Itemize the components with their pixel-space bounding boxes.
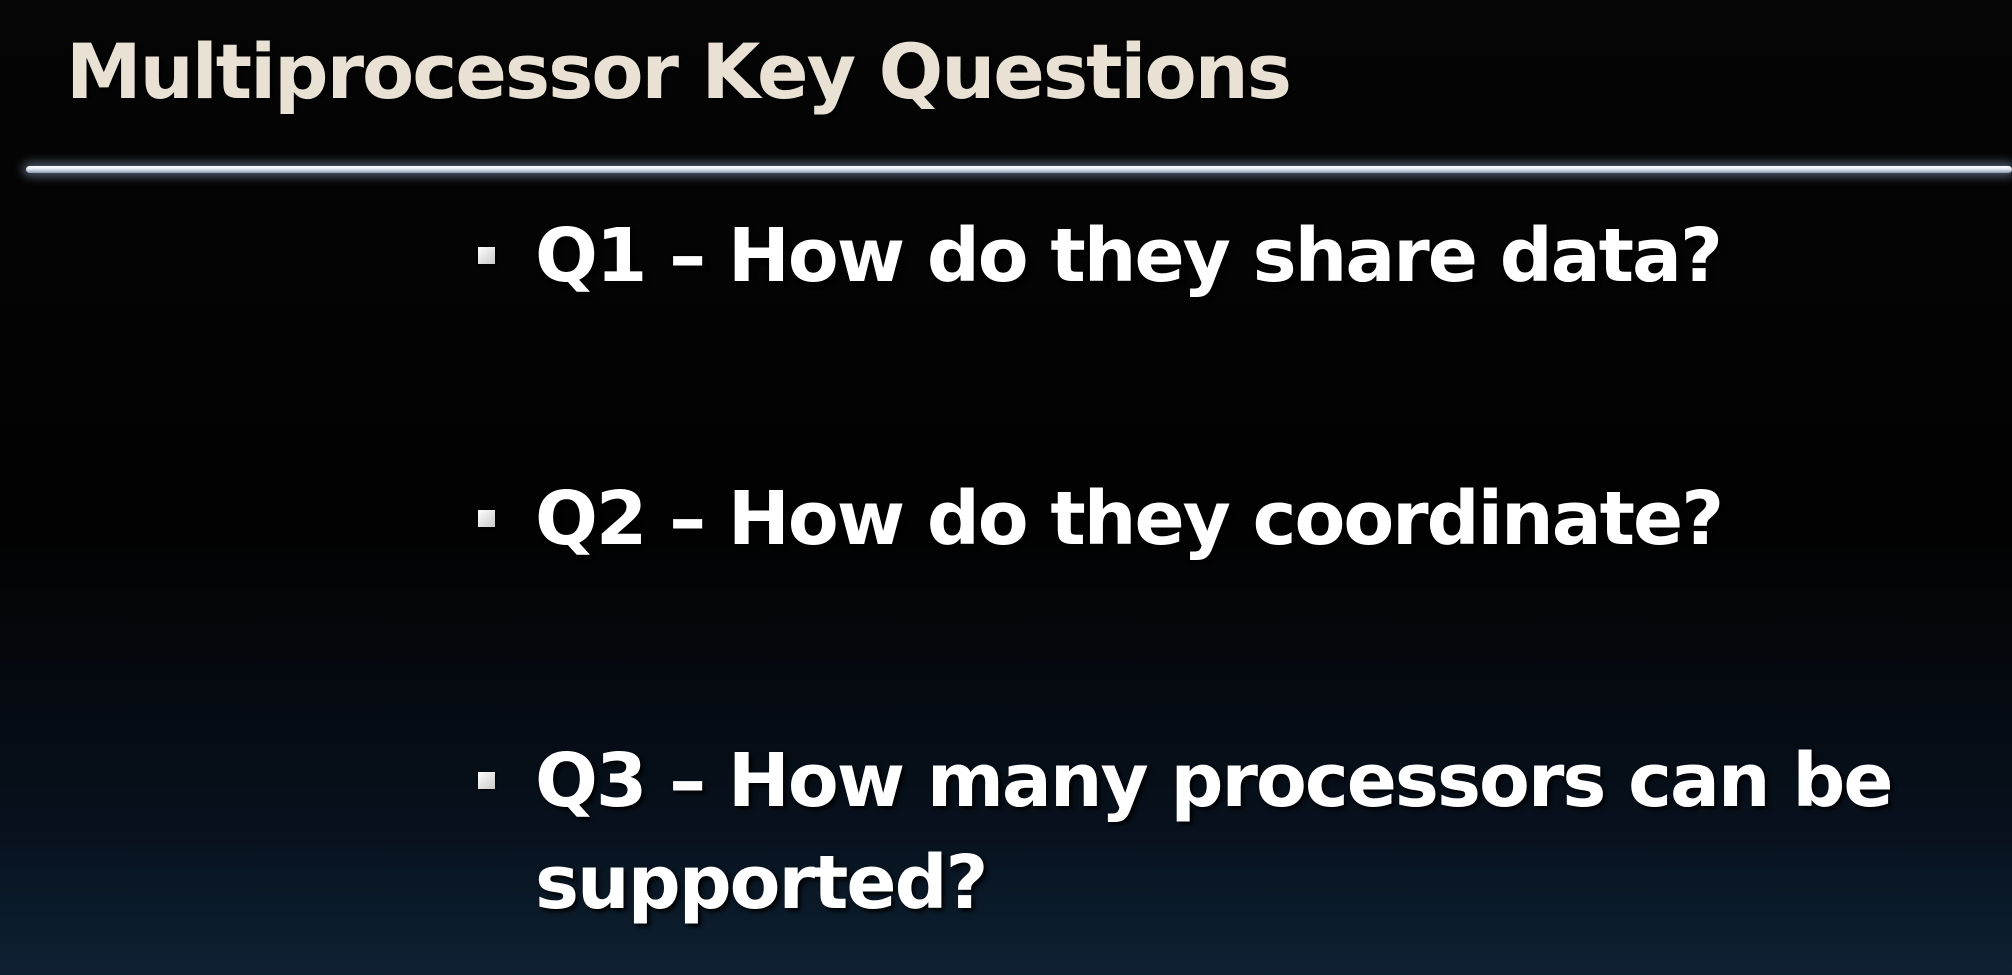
square-bullet-icon (478, 510, 495, 527)
bullet-item-q2: Q2 – How do they coordinate? (478, 468, 1978, 570)
bullet-text-q1: Q1 – How do they share data? (535, 213, 1723, 299)
bullet-text-q2: Q2 – How do they coordinate? (535, 476, 1724, 562)
bullet-item-q3: Q3 – How many processors can be supporte… (478, 730, 1978, 934)
square-bullet-icon (478, 247, 495, 264)
title-divider (26, 166, 2012, 173)
bullet-item-q1: Q1 – How do they share data? (478, 205, 1978, 307)
slide-title: Multiprocessor Key Questions (66, 27, 1292, 116)
square-bullet-icon (478, 772, 495, 789)
bullet-text-q3: Q3 – How many processors can be supporte… (535, 738, 1894, 926)
